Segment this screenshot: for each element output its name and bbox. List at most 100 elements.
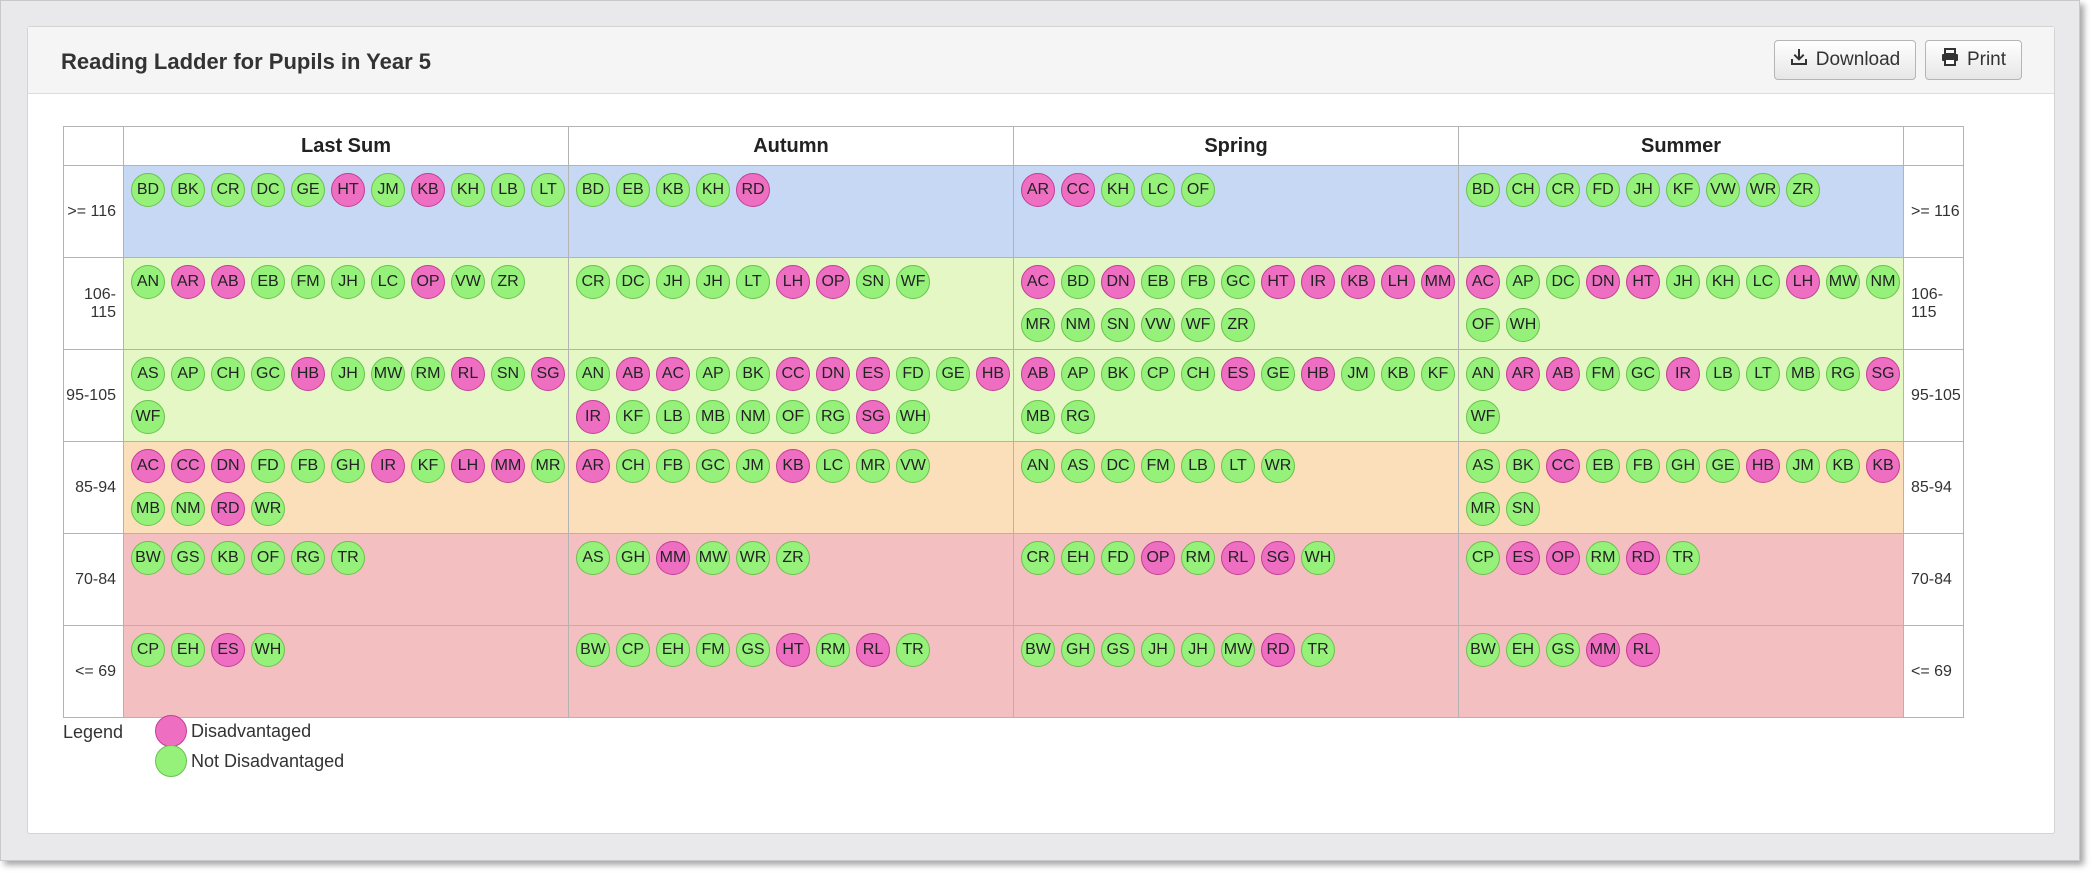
pupil-bubble[interactable]: GS (171, 541, 205, 575)
pupil-bubble-disadvantaged[interactable]: SG (531, 357, 565, 391)
pupil-bubble[interactable]: TR (896, 633, 930, 667)
pupil-bubble[interactable]: GH (1666, 449, 1700, 483)
pupil-bubble[interactable]: RM (1181, 541, 1215, 575)
pupil-bubble-disadvantaged[interactable]: LH (1786, 265, 1820, 299)
pupil-bubble-disadvantaged[interactable]: SG (1866, 357, 1900, 391)
pupil-bubble[interactable]: LB (491, 173, 525, 207)
pupil-bubble[interactable]: JM (371, 173, 405, 207)
pupil-bubble[interactable]: MW (371, 357, 405, 391)
pupil-bubble-disadvantaged[interactable]: AC (1021, 265, 1055, 299)
pupil-bubble[interactable]: KB (1826, 449, 1860, 483)
pupil-bubble[interactable]: OF (251, 541, 285, 575)
pupil-bubble[interactable]: EB (616, 173, 650, 207)
pupil-bubble[interactable]: VW (896, 449, 930, 483)
pupil-bubble-disadvantaged[interactable]: MM (1586, 633, 1620, 667)
pupil-bubble[interactable]: NM (1866, 265, 1900, 299)
pupil-bubble-disadvantaged[interactable]: ES (211, 633, 245, 667)
pupil-bubble[interactable]: SN (491, 357, 525, 391)
pupil-bubble[interactable]: KF (411, 449, 445, 483)
pupil-bubble-disadvantaged[interactable]: SG (856, 400, 890, 434)
pupil-bubble[interactable]: NM (1061, 308, 1095, 342)
pupil-bubble[interactable]: MB (1786, 357, 1820, 391)
pupil-bubble[interactable]: BW (1466, 633, 1500, 667)
pupil-bubble-disadvantaged[interactable]: LH (776, 265, 810, 299)
pupil-bubble[interactable]: FB (1626, 449, 1660, 483)
pupil-bubble[interactable]: EB (251, 265, 285, 299)
pupil-bubble[interactable]: VW (451, 265, 485, 299)
pupil-bubble[interactable]: CP (1466, 541, 1500, 575)
pupil-bubble-disadvantaged[interactable]: HT (331, 173, 365, 207)
pupil-bubble[interactable]: TR (1301, 633, 1335, 667)
pupil-bubble[interactable]: CR (211, 173, 245, 207)
pupil-bubble-disadvantaged[interactable]: AR (576, 449, 610, 483)
pupil-bubble-disadvantaged[interactable]: LH (451, 449, 485, 483)
pupil-bubble[interactable]: JH (1666, 265, 1700, 299)
pupil-bubble[interactable]: GH (331, 449, 365, 483)
pupil-bubble[interactable]: CP (1141, 357, 1175, 391)
pupil-bubble[interactable]: BK (736, 357, 770, 391)
pupil-bubble[interactable]: FB (291, 449, 325, 483)
pupil-bubble-disadvantaged[interactable]: AC (1466, 265, 1500, 299)
pupil-bubble[interactable]: AS (131, 357, 165, 391)
pupil-bubble-disadvantaged[interactable]: OP (816, 265, 850, 299)
pupil-bubble[interactable]: EB (1586, 449, 1620, 483)
pupil-bubble[interactable]: GC (251, 357, 285, 391)
pupil-bubble-disadvantaged[interactable]: OP (1546, 541, 1580, 575)
pupil-bubble[interactable]: FD (1586, 173, 1620, 207)
pupil-bubble[interactable]: WR (1261, 449, 1295, 483)
pupil-bubble[interactable]: LT (736, 265, 770, 299)
pupil-bubble-disadvantaged[interactable]: HB (1746, 449, 1780, 483)
pupil-bubble-disadvantaged[interactable]: ES (1506, 541, 1540, 575)
pupil-bubble-disadvantaged[interactable]: IR (576, 400, 610, 434)
pupil-bubble[interactable]: VW (1706, 173, 1740, 207)
pupil-bubble-disadvantaged[interactable]: HB (291, 357, 325, 391)
pupil-bubble-disadvantaged[interactable]: AC (131, 449, 165, 483)
pupil-bubble[interactable]: GS (1546, 633, 1580, 667)
pupil-bubble[interactable]: RM (411, 357, 445, 391)
pupil-bubble-disadvantaged[interactable]: RD (736, 173, 770, 207)
pupil-bubble[interactable]: MW (696, 541, 730, 575)
pupil-bubble-disadvantaged[interactable]: HT (776, 633, 810, 667)
pupil-bubble-disadvantaged[interactable]: AC (656, 357, 690, 391)
pupil-bubble[interactable]: MR (1466, 492, 1500, 526)
pupil-bubble[interactable]: JH (696, 265, 730, 299)
pupil-bubble[interactable]: ZR (1221, 308, 1255, 342)
pupil-bubble[interactable]: MR (531, 449, 565, 483)
pupil-bubble-disadvantaged[interactable]: RD (211, 492, 245, 526)
pupil-bubble-disadvantaged[interactable]: HT (1261, 265, 1295, 299)
pupil-bubble[interactable]: LC (1746, 265, 1780, 299)
pupil-bubble[interactable]: RG (816, 400, 850, 434)
pupil-bubble[interactable]: OF (1466, 308, 1500, 342)
pupil-bubble-disadvantaged[interactable]: AR (1021, 173, 1055, 207)
pupil-bubble[interactable]: LC (371, 265, 405, 299)
pupil-bubble[interactable]: CH (1181, 357, 1215, 391)
pupil-bubble[interactable]: WR (1746, 173, 1780, 207)
pupil-bubble[interactable]: KB (211, 541, 245, 575)
print-button[interactable]: Print (1925, 40, 2022, 80)
pupil-bubble[interactable]: LB (1706, 357, 1740, 391)
pupil-bubble[interactable]: JH (331, 357, 365, 391)
pupil-bubble-disadvantaged[interactable]: HB (1301, 357, 1335, 391)
pupil-bubble[interactable]: GS (1101, 633, 1135, 667)
pupil-bubble[interactable]: WF (131, 400, 165, 434)
pupil-bubble[interactable]: ZR (491, 265, 525, 299)
pupil-bubble[interactable]: AN (131, 265, 165, 299)
pupil-bubble[interactable]: KF (1666, 173, 1700, 207)
pupil-bubble-disadvantaged[interactable]: KB (776, 449, 810, 483)
pupil-bubble[interactable]: KF (1421, 357, 1455, 391)
pupil-bubble[interactable]: CP (616, 633, 650, 667)
pupil-bubble[interactable]: CR (1546, 173, 1580, 207)
pupil-bubble-disadvantaged[interactable]: AB (616, 357, 650, 391)
pupil-bubble[interactable]: AS (1466, 449, 1500, 483)
pupil-bubble[interactable]: OF (1181, 173, 1215, 207)
pupil-bubble[interactable]: LT (531, 173, 565, 207)
pupil-bubble[interactable]: DC (616, 265, 650, 299)
pupil-bubble[interactable]: KH (451, 173, 485, 207)
pupil-bubble[interactable]: EH (171, 633, 205, 667)
pupil-bubble[interactable]: FB (656, 449, 690, 483)
pupil-bubble[interactable]: BK (1506, 449, 1540, 483)
pupil-bubble[interactable]: MR (1021, 308, 1055, 342)
pupil-bubble-disadvantaged[interactable]: CC (1546, 449, 1580, 483)
pupil-bubble[interactable]: FM (1586, 357, 1620, 391)
pupil-bubble[interactable]: FD (1101, 541, 1135, 575)
